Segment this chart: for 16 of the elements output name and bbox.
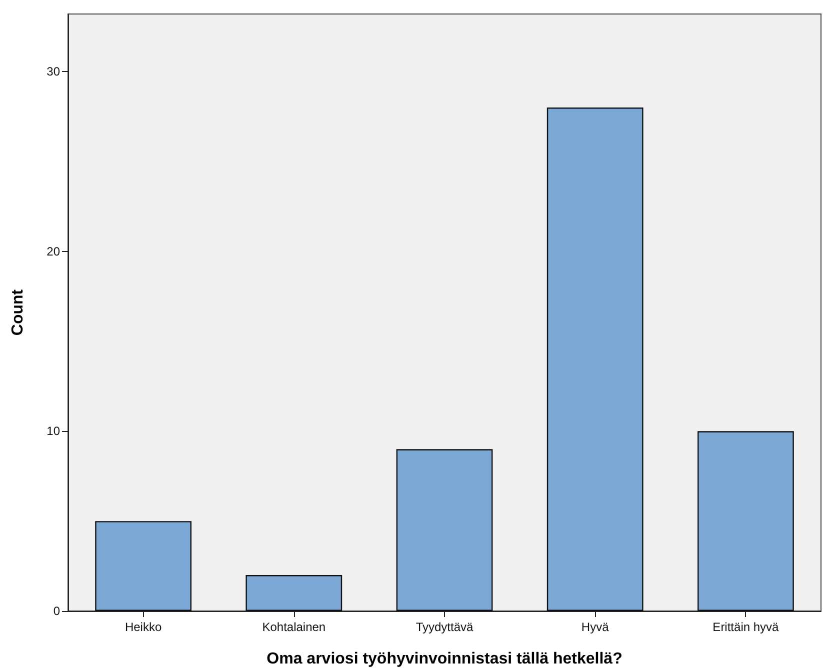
x-tick-label: Hyvä xyxy=(581,620,610,634)
bar xyxy=(698,431,794,611)
y-tick-label: 30 xyxy=(46,64,60,79)
bar xyxy=(396,449,493,611)
bar xyxy=(95,521,192,611)
x-tick-label: Tyydyttävä xyxy=(416,620,474,634)
y-tick-label: 0 xyxy=(53,604,60,618)
y-tick-label: 20 xyxy=(46,244,60,258)
x-tick-label: Heikko xyxy=(124,620,162,634)
x-tick-label: Erittäin hyvä xyxy=(712,620,780,634)
bar xyxy=(546,108,644,611)
y-axis-title: Count xyxy=(10,288,26,336)
x-tick-label: Kohtalainen xyxy=(262,620,326,634)
x-axis-title: Oma arviosi työhyvinvoinnistasi tällä hetkellä? xyxy=(266,650,622,668)
y-tick-label: 10 xyxy=(46,424,60,438)
bar xyxy=(246,575,342,611)
